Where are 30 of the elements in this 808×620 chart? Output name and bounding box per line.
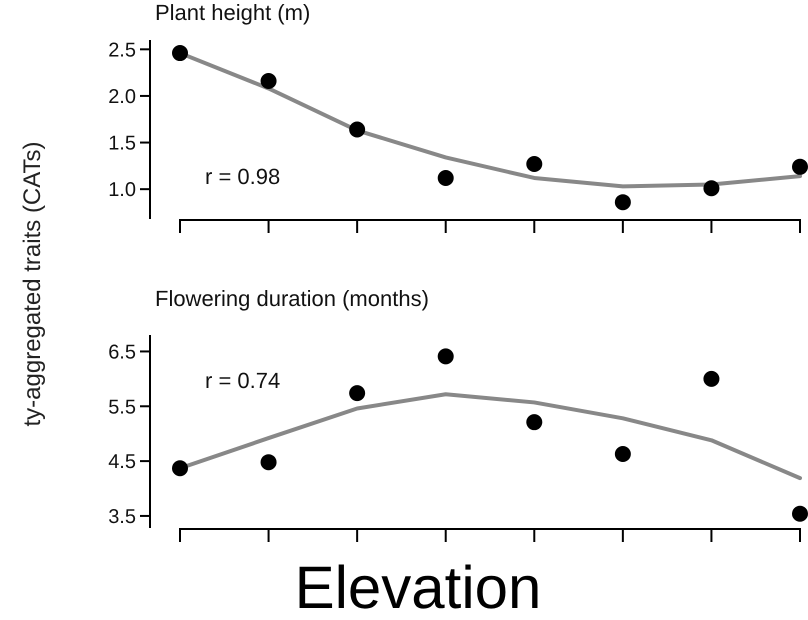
point <box>526 414 542 430</box>
point <box>438 348 454 364</box>
point <box>260 454 277 470</box>
point <box>172 460 188 476</box>
y-tick-label: 2.5 <box>108 39 136 62</box>
y-axis-title: ty-aggregated traits (CATs) <box>19 142 46 426</box>
point <box>349 122 366 138</box>
y-tick-label: 2.0 <box>108 86 136 108</box>
point <box>703 180 720 196</box>
point <box>349 385 366 402</box>
point <box>260 73 277 90</box>
chart-title: Plant height (m) <box>155 0 310 25</box>
point <box>438 170 454 186</box>
point <box>172 45 188 62</box>
x-axis-title: Elevation <box>294 554 542 620</box>
point <box>792 158 808 175</box>
point <box>703 370 720 387</box>
point <box>526 156 542 172</box>
y-tick-label: 3.5 <box>108 506 136 528</box>
y-tick-label: 1.5 <box>108 132 136 155</box>
point <box>614 446 631 462</box>
y-tick-label: 5.5 <box>108 396 136 418</box>
y-tick-label: 6.5 <box>108 341 136 364</box>
chart-title: Flowering duration (months) <box>155 286 429 311</box>
point <box>614 194 631 210</box>
y-tick-label: 4.5 <box>108 451 136 474</box>
annotation: r = 0.98 <box>205 164 280 189</box>
y-tick-label: 1.0 <box>108 179 136 202</box>
annotation: r = 0.74 <box>205 368 280 393</box>
point <box>792 506 808 522</box>
